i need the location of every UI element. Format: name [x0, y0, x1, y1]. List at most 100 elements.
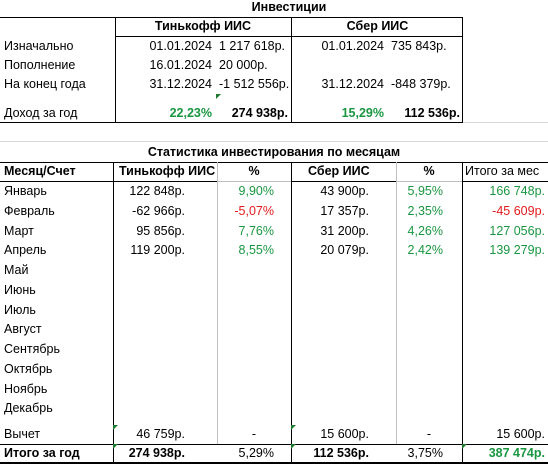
tinkoff-month-value	[113, 320, 188, 339]
deduction-tinkoff: 46 759р.	[136, 427, 185, 441]
sber-month-pct: 2,42%	[407, 243, 443, 258]
monthly-table-border	[462, 162, 463, 464]
month-label: Октябрь	[4, 361, 53, 376]
cell-indicator	[113, 425, 118, 430]
sber-month-value	[292, 380, 372, 399]
tinkoff-month-pct	[217, 360, 277, 379]
month-total: 127 056р.	[489, 223, 545, 238]
header-total-month: Итого за мес	[465, 164, 540, 178]
header-month: Месяц/Счет	[4, 164, 76, 178]
year-total-sber-pct: 3,75%	[407, 446, 443, 460]
sber-date: 31.12.2024	[321, 77, 384, 91]
year-total-tinkoff: 274 938р.	[128, 446, 185, 460]
top-table-border	[462, 17, 463, 123]
sber-month-value	[292, 320, 372, 339]
deduction-total: 15 600р.	[496, 427, 545, 441]
row-label: На конец года	[4, 77, 86, 91]
cell-indicator	[113, 444, 118, 449]
month-label: Ноябрь	[4, 381, 48, 396]
sber-month-pct	[396, 261, 446, 280]
income-label: Доход за год	[4, 106, 78, 120]
top-table-border	[115, 17, 116, 123]
month-total: 139 279р.	[489, 243, 545, 258]
tinkoff-month-pct	[217, 281, 277, 300]
month-label: Май	[4, 263, 29, 277]
monthly-table-border	[0, 444, 548, 445]
sber-month-value	[292, 360, 372, 379]
month-label: Сентябрь	[4, 342, 60, 356]
tinkoff-month-value	[113, 360, 188, 379]
sber-month-value	[292, 340, 372, 359]
sber-value	[387, 56, 463, 75]
tinkoff-month-pct: 8,55%	[238, 243, 274, 258]
sber-month-pct	[396, 320, 446, 339]
month-label: Апрель	[4, 243, 47, 258]
month-total	[462, 281, 548, 300]
monthly-table-border	[0, 462, 548, 464]
tinkoff-month-pct	[217, 301, 277, 320]
year-total-label: Итого за год	[4, 446, 80, 460]
month-label: Декабрь	[4, 401, 53, 416]
row-label: Изначально	[4, 39, 74, 53]
top-table-title: Инвестиции	[251, 0, 327, 14]
month-label: Июль	[4, 302, 36, 317]
pct-column-border	[396, 162, 397, 444]
cell-indicator	[291, 425, 296, 430]
tinkoff-value: 20 000р.	[219, 58, 268, 72]
tinkoff-month-pct: -5,07%	[234, 203, 274, 218]
month-total	[462, 360, 548, 379]
sber-month-value: 43 900р.	[320, 184, 369, 198]
sber-date: 01.01.2024	[321, 39, 384, 53]
cell-indicator	[291, 444, 296, 449]
tinkoff-month-value: 119 200р.	[130, 243, 185, 258]
month-label: Август	[4, 322, 42, 337]
month-total	[462, 399, 548, 418]
pct-column-border	[217, 162, 218, 444]
monthly-table-border	[0, 162, 548, 163]
deduction-sber-pct: -	[426, 427, 432, 441]
month-total	[462, 261, 548, 280]
tinkoff-month-value	[113, 281, 188, 300]
sber-month-pct: 5,95%	[407, 184, 443, 198]
sber-month-pct	[396, 340, 446, 359]
sber-month-value: 31 200р.	[320, 223, 369, 238]
sber-month-value	[292, 301, 372, 320]
tinkoff-month-value	[113, 380, 188, 399]
tinkoff-month-value	[113, 340, 188, 359]
top-table-border	[115, 36, 463, 37]
sber-month-pct	[396, 380, 446, 399]
monthly-table-border	[291, 162, 292, 464]
tinkoff-month-value	[113, 399, 188, 418]
top-table-border	[291, 17, 292, 123]
cell-indicator	[216, 94, 221, 99]
month-label: Март	[4, 223, 34, 238]
income-sber-value: 112 536р.	[404, 106, 460, 120]
tinkoff-month-value: 122 848р.	[129, 184, 185, 198]
top-table-border	[0, 122, 463, 123]
monthly-table-title: Статистика инвестирования по месяцам	[147, 145, 401, 159]
cell-indicator	[462, 444, 467, 449]
tinkoff-date: 01.01.2024	[149, 39, 212, 53]
month-total: -45 609р.	[492, 203, 545, 218]
header-tinkoff: Тинькофф ИИС	[154, 19, 252, 33]
tinkoff-month-pct	[217, 399, 277, 418]
top-table-border	[0, 17, 463, 18]
row-label: Пополнение	[4, 58, 76, 72]
sber-value: -848 379р.	[391, 77, 451, 91]
tinkoff-month-pct	[217, 380, 277, 399]
monthly-table-border	[113, 162, 114, 464]
tinkoff-month-pct	[217, 340, 277, 359]
sber-month-pct: 4,26%	[407, 223, 443, 238]
month-label: Февраль	[4, 203, 55, 218]
sber-value: 735 843р.	[391, 39, 447, 53]
sber-month-value: 17 357р.	[320, 203, 369, 218]
month-total: 166 748р.	[489, 184, 545, 198]
tinkoff-value: 1 217 618р.	[219, 39, 286, 53]
header-sber: Сбер ИИС	[346, 19, 409, 33]
sber-month-pct	[396, 301, 446, 320]
tinkoff-month-value: 95 856р.	[136, 223, 185, 238]
month-total	[462, 380, 548, 399]
tinkoff-date: 16.01.2024	[149, 58, 212, 72]
month-total	[462, 340, 548, 359]
header-sber-monthly: Сбер ИИС	[308, 164, 370, 178]
